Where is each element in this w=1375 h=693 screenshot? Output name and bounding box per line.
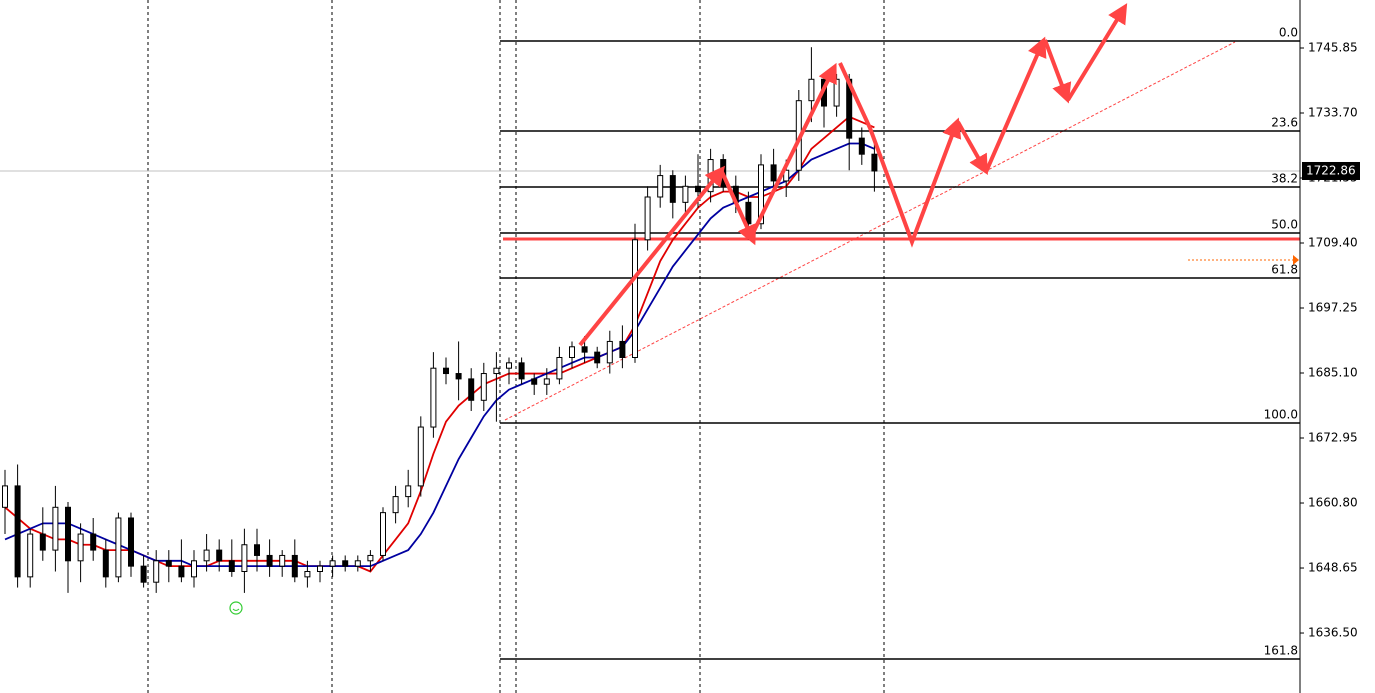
y-tick-label: 1745.85 xyxy=(1308,40,1358,54)
candle-body xyxy=(594,351,601,364)
candle-body xyxy=(279,554,286,567)
y-tick-label: 1648.65 xyxy=(1308,561,1358,575)
candle-body xyxy=(506,362,512,369)
candle-body xyxy=(833,78,840,107)
candle-body xyxy=(543,378,550,385)
candle-body xyxy=(531,378,538,385)
candle-body xyxy=(392,496,399,514)
candle-body xyxy=(354,560,361,567)
candle-body xyxy=(569,346,575,358)
fib-level-label: 38.2 xyxy=(1271,171,1298,185)
candle-body xyxy=(871,153,878,172)
candle-body xyxy=(430,367,437,428)
fib-level-label: 100.0 xyxy=(1264,407,1298,421)
period-separators xyxy=(147,0,885,693)
candle-body xyxy=(165,560,172,567)
candle-body xyxy=(317,565,323,572)
candle-body xyxy=(770,164,777,182)
candle-body xyxy=(241,544,248,572)
candle-body xyxy=(556,356,563,380)
y-tick-label: 1636.50 xyxy=(1308,626,1358,640)
candle-body xyxy=(493,367,500,375)
candle-body xyxy=(329,560,336,567)
fib-level-label: 50.0 xyxy=(1271,217,1298,231)
candle-body xyxy=(695,185,701,193)
y-tick-label: 1685.10 xyxy=(1308,366,1358,380)
candle-body xyxy=(468,378,475,401)
candle-body xyxy=(644,196,651,241)
y-tick-label: 1709.40 xyxy=(1308,236,1358,250)
candle-body xyxy=(480,373,487,401)
candle-body xyxy=(65,506,71,562)
candle-body xyxy=(304,570,311,578)
fib-level-label: 0.0 xyxy=(1279,25,1298,39)
candle-body xyxy=(115,517,122,578)
candle-body xyxy=(619,340,626,358)
candle-body xyxy=(14,485,21,578)
candle-body xyxy=(518,362,525,380)
candle-body xyxy=(77,533,84,562)
candle-body xyxy=(153,560,160,583)
fib-level-label: 161.8 xyxy=(1264,643,1298,657)
candle-body xyxy=(266,554,273,567)
alert-marker xyxy=(1188,255,1299,265)
y-tick-label: 1660.80 xyxy=(1308,496,1358,510)
candle-body xyxy=(405,485,412,498)
y-tick-label: 1697.25 xyxy=(1308,301,1358,315)
candle-body xyxy=(745,201,752,225)
candle-body xyxy=(581,346,588,353)
fib-level-label: 61.8 xyxy=(1271,262,1298,276)
candle-body xyxy=(443,367,449,375)
candle-body xyxy=(27,533,34,578)
current-price-box xyxy=(1302,161,1360,180)
candle-body xyxy=(632,239,638,358)
candle-body xyxy=(228,560,235,572)
candle-body xyxy=(380,512,386,556)
candle-body xyxy=(682,185,689,203)
candle-body xyxy=(657,175,664,198)
candle-body xyxy=(140,565,147,583)
candle-body xyxy=(367,554,374,562)
candle-body xyxy=(39,533,46,551)
candle-body xyxy=(783,169,790,182)
candle-body xyxy=(342,560,349,567)
candle-body xyxy=(90,533,97,551)
candle-body xyxy=(52,506,59,551)
fib-level-label: 23.6 xyxy=(1271,115,1298,129)
candle-body xyxy=(417,426,424,487)
forecast-arrows xyxy=(578,3,1128,347)
candle-body xyxy=(808,78,815,102)
moving-average xyxy=(4,142,875,568)
candle-body xyxy=(291,554,298,578)
candle-body xyxy=(669,175,676,203)
candle-body xyxy=(203,549,210,562)
candle-body xyxy=(191,560,197,578)
candle-body xyxy=(216,549,223,562)
moving-average xyxy=(4,115,875,573)
y-tick-label: 1733.70 xyxy=(1308,105,1358,119)
candle-body xyxy=(758,164,764,225)
candle-body xyxy=(455,373,462,380)
current-price-label: 1722.86 xyxy=(1306,163,1356,177)
smiley xyxy=(229,601,243,615)
candle-body xyxy=(606,340,613,364)
candle-body xyxy=(178,565,185,578)
candle-body xyxy=(128,517,134,567)
price-axis xyxy=(1300,0,1375,693)
candle-body xyxy=(2,485,8,508)
y-tick-label: 1672.95 xyxy=(1308,431,1358,445)
candle-body xyxy=(254,544,260,556)
trend-line xyxy=(504,41,1236,421)
candle-body xyxy=(858,137,865,155)
candle-body xyxy=(102,549,109,578)
plot: 0.0 23.6 38.2 50.0 61.8 100.0 161.8 xyxy=(0,25,1300,660)
